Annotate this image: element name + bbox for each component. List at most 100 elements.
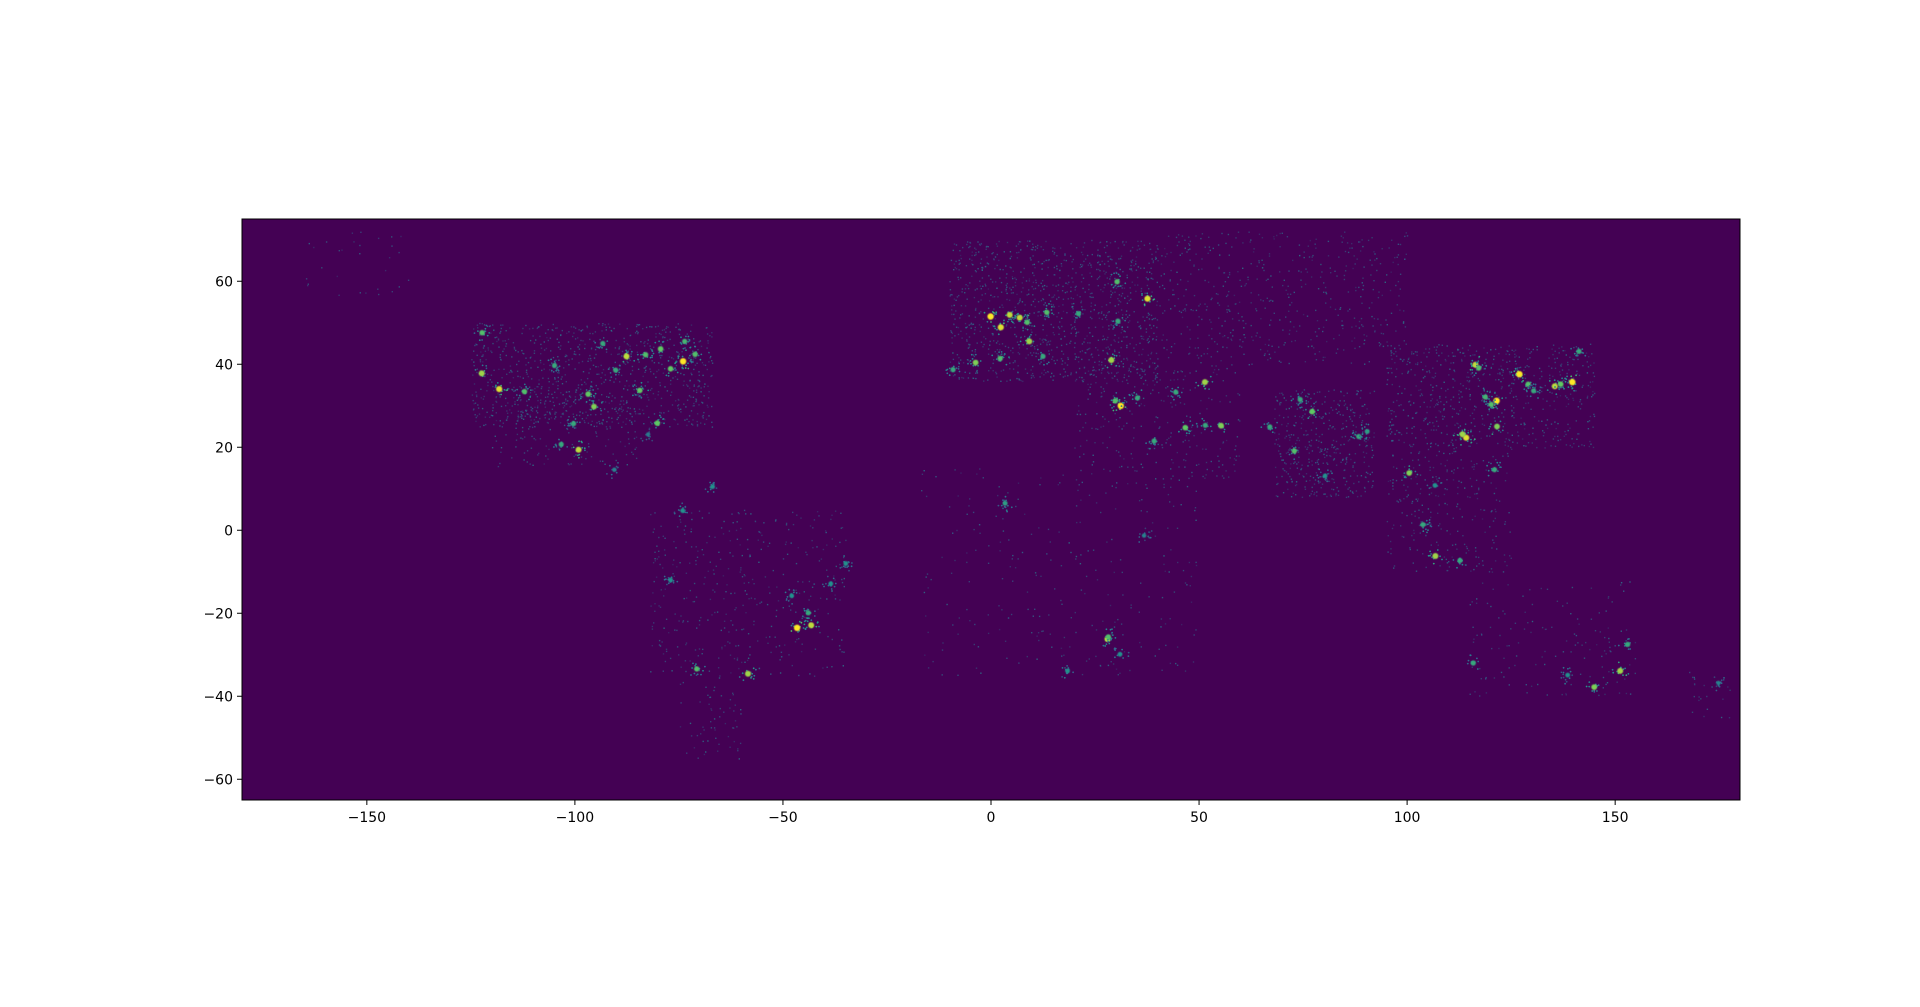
land-speck: [957, 326, 960, 329]
land-speck: [740, 569, 742, 571]
land-speck: [1127, 483, 1129, 485]
land-speck: [1040, 477, 1042, 479]
land-speck: [519, 396, 521, 398]
land-speck: [1110, 372, 1113, 374]
land-speck: [475, 394, 478, 396]
land-speck: [984, 283, 986, 285]
land-speck: [982, 318, 984, 320]
land-speck: [1562, 350, 1564, 352]
land-speck: [1149, 324, 1151, 326]
land-speck: [1364, 487, 1366, 490]
land-speck: [709, 561, 711, 563]
land-speck: [1436, 478, 1438, 480]
land-speck: [1114, 508, 1117, 510]
land-speck: [1309, 239, 1311, 242]
land-speck: [614, 347, 617, 349]
land-speck: [1279, 271, 1281, 273]
land-speck: [1051, 296, 1053, 299]
land-speck: [1538, 367, 1541, 370]
land-speck: [615, 378, 617, 380]
land-speck: [1121, 328, 1123, 331]
land-speck: [506, 410, 508, 412]
land-speck: [1398, 404, 1400, 407]
land-speck: [955, 268, 958, 270]
land-speck: [602, 419, 604, 421]
land-speck: [1415, 385, 1417, 387]
land-speck: [965, 265, 968, 267]
land-speck: [665, 331, 667, 333]
land-speck: [1388, 493, 1390, 495]
land-speck: [1190, 309, 1192, 311]
land-speck: [973, 528, 975, 531]
land-speck: [1035, 352, 1037, 354]
land-speck: [1204, 279, 1206, 282]
land-speck: [487, 347, 489, 349]
land-speck: [1153, 372, 1155, 374]
land-speck: [750, 513, 752, 515]
land-speck: [1217, 244, 1220, 246]
land-speck: [1308, 441, 1310, 443]
land-speck: [713, 727, 716, 729]
land-speck: [651, 387, 653, 390]
land-speck: [549, 413, 552, 416]
land-speck: [1235, 455, 1238, 457]
land-speck: [1320, 417, 1322, 419]
land-speck: [1452, 362, 1455, 364]
land-speck: [1022, 344, 1024, 346]
land-speck: [1510, 387, 1512, 390]
land-speck: [1281, 423, 1283, 426]
land-speck: [498, 394, 501, 396]
land-speck: [924, 654, 926, 656]
land-speck: [1150, 273, 1153, 275]
land-speck: [630, 421, 633, 423]
land-speck: [588, 358, 590, 360]
land-speck: [719, 707, 721, 710]
land-speck: [473, 383, 476, 385]
land-speck: [1086, 349, 1088, 351]
land-speck: [1166, 421, 1169, 424]
land-speck: [1407, 415, 1409, 417]
land-speck: [968, 346, 971, 348]
land-speck: [1039, 343, 1042, 345]
land-speck: [711, 332, 713, 334]
land-speck: [1137, 245, 1140, 247]
land-speck: [678, 353, 680, 355]
land-speck: [617, 416, 619, 419]
land-speck: [1325, 479, 1327, 481]
land-speck: [818, 515, 820, 517]
land-speck: [1195, 370, 1197, 372]
land-speck: [734, 609, 736, 611]
land-speck: [531, 407, 534, 410]
land-speck: [1366, 408, 1368, 410]
land-speck: [650, 671, 652, 673]
land-speck: [1268, 339, 1270, 341]
land-speck: [647, 339, 649, 341]
land-speck: [1454, 543, 1457, 546]
land-speck: [1121, 428, 1123, 430]
land-speck: [750, 597, 753, 599]
land-speck: [533, 342, 536, 344]
land-speck: [732, 555, 734, 557]
land-speck: [1140, 368, 1142, 370]
land-speck: [1488, 571, 1491, 573]
land-speck: [1211, 398, 1213, 401]
land-speck: [1155, 478, 1157, 480]
land-speck: [573, 416, 575, 418]
land-speck: [795, 589, 797, 591]
land-speck: [729, 707, 731, 709]
land-speck: [618, 409, 620, 411]
land-speck: [1188, 561, 1191, 564]
land-speck: [1556, 357, 1558, 359]
land-speck: [1131, 393, 1133, 395]
land-speck: [540, 362, 542, 364]
land-speck: [1380, 332, 1383, 335]
land-speck: [1296, 310, 1298, 312]
land-speck: [694, 649, 697, 651]
land-speck: [760, 548, 762, 551]
land-speck: [1390, 413, 1393, 415]
land-speck: [1053, 306, 1055, 308]
land-speck: [1159, 305, 1161, 307]
land-speck: [1122, 634, 1124, 636]
land-speck: [1235, 459, 1237, 461]
land-speck: [1245, 322, 1247, 325]
